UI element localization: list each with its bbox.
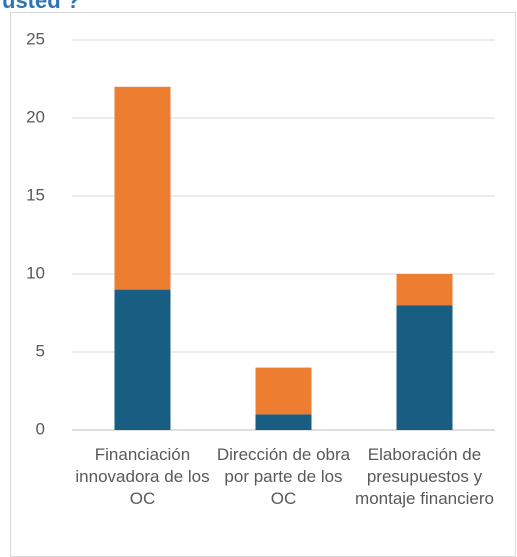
y-tick-label: 5 [36,341,45,360]
x-tick-label: Dirección de obra por parte de los OC [216,445,351,508]
y-tick-label: 10 [26,263,45,282]
x-tick-label: Financiación innovadora de los OC [75,445,210,508]
x-tick-label: Elaboración de presupuestos y montaje fi… [355,445,494,508]
bar-segment [114,289,171,430]
bar-segment [396,274,453,306]
bar-segment [114,86,171,290]
y-tick-label: 25 [26,29,45,48]
bar-segment [255,414,312,430]
y-tick-label: 0 [36,419,45,438]
y-tick-label: 20 [26,107,45,126]
bar-segment [396,305,453,430]
y-tick-label: 15 [26,185,45,204]
bar-segment [255,367,312,415]
chart-title: usted ? [2,0,81,13]
